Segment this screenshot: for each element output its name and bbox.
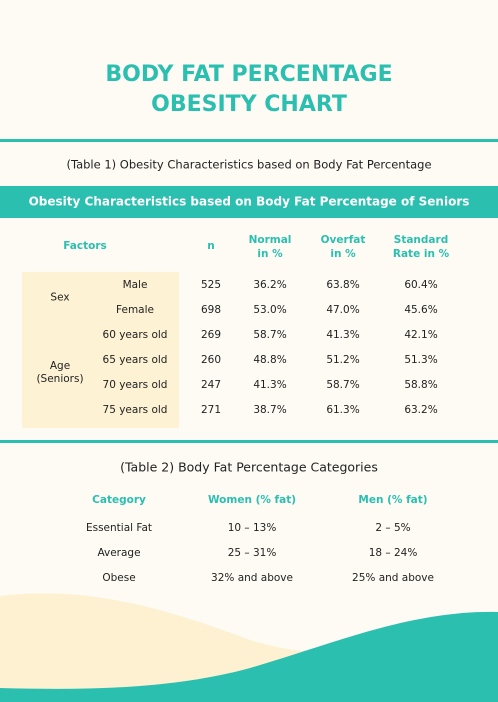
cell: 698 (201, 304, 221, 316)
wave-teal (0, 611, 498, 702)
cell: 58.7% (253, 329, 286, 341)
cell: 45.6% (404, 304, 437, 316)
cell: 51.2% (326, 354, 359, 366)
cell: 58.8% (404, 379, 437, 391)
title: OBESITY CHART (151, 92, 347, 117)
cell: 41.3% (253, 379, 286, 391)
title: BODY FAT PERCENTAGE (105, 62, 392, 87)
cell: 2 – 5% (375, 522, 410, 534)
cell: 525 (201, 279, 221, 291)
cell: 260 (201, 354, 221, 366)
cell: 32% and above (211, 572, 293, 584)
cell: 42.1% (404, 329, 437, 341)
column-header: Overfat (321, 234, 366, 246)
row-label: 60 years old (103, 329, 168, 341)
cell: 18 – 24% (369, 547, 418, 559)
column-header: Women (% fat) (208, 494, 296, 506)
cell: 25% and above (352, 572, 434, 584)
cell: Essential Fat (86, 522, 152, 534)
column-header: in % (257, 248, 283, 260)
cell: 63.2% (404, 404, 437, 416)
group-label: (Seniors) (36, 373, 83, 385)
column-header: n (207, 240, 214, 252)
cell: 269 (201, 329, 221, 341)
cell: 58.7% (326, 379, 359, 391)
banner-text: Obesity Characteristics based on Body Fa… (29, 195, 470, 209)
row-label: Female (116, 304, 154, 316)
divider (0, 440, 498, 443)
divider (0, 139, 498, 142)
row-label: Male (123, 279, 148, 291)
cell: 48.8% (253, 354, 286, 366)
column-header: Factors (63, 240, 107, 252)
caption: (Table 2) Body Fat Percentage Categories (120, 460, 378, 475)
cell: 38.7% (253, 404, 286, 416)
group-label: Age (50, 360, 70, 372)
cell: 63.8% (326, 279, 359, 291)
column-header: Standard (394, 234, 448, 246)
column-header: Category (92, 494, 146, 506)
cell: 271 (201, 404, 221, 416)
cell: 25 – 31% (228, 547, 277, 559)
banner (0, 186, 498, 218)
column-header: Rate in % (393, 248, 450, 260)
cell: 61.3% (326, 404, 359, 416)
factor-column (22, 272, 179, 428)
cell: 41.3% (326, 329, 359, 341)
caption: (Table 1) Obesity Characteristics based … (66, 158, 431, 172)
cell: 10 – 13% (228, 522, 277, 534)
group-label: Sex (50, 292, 69, 304)
cell: 247 (201, 379, 221, 391)
row-label: 75 years old (103, 404, 168, 416)
cell: 47.0% (326, 304, 359, 316)
row-label: 65 years old (103, 354, 168, 366)
cell: 36.2% (253, 279, 286, 291)
row-label: 70 years old (103, 379, 168, 391)
cell: 53.0% (253, 304, 286, 316)
column-header: in % (330, 248, 356, 260)
cell: 51.3% (404, 354, 437, 366)
column-header: Normal (249, 234, 292, 246)
cell: 60.4% (404, 279, 437, 291)
cell: Average (97, 547, 140, 559)
cell: Obese (102, 572, 135, 584)
column-header: Men (% fat) (358, 494, 427, 506)
